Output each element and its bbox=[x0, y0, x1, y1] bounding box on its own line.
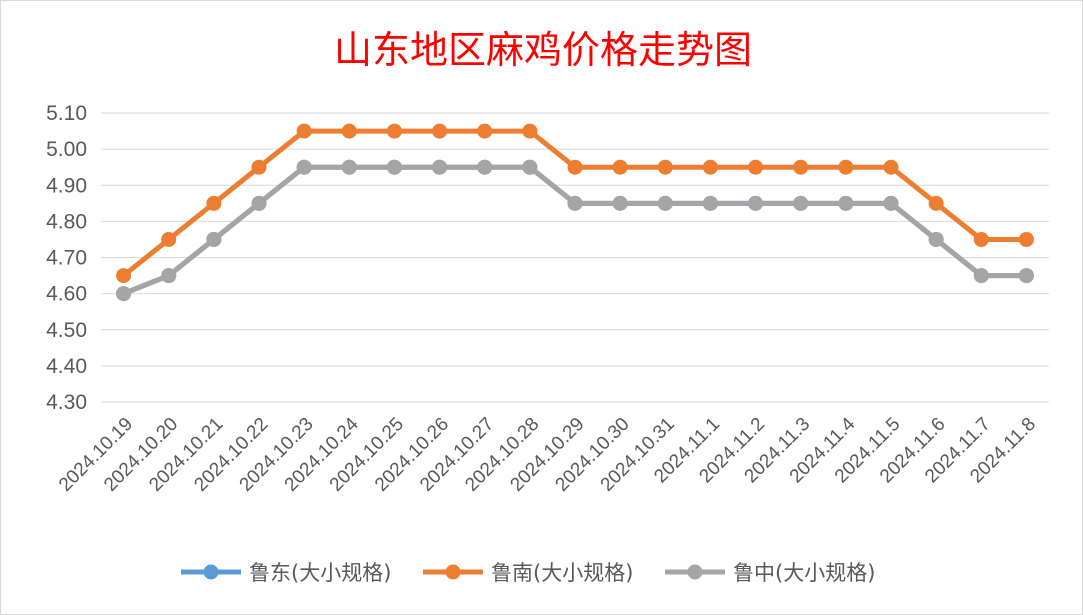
legend-swatch-marker bbox=[687, 564, 703, 580]
legend-item: 鲁东(大小规格) bbox=[181, 561, 391, 585]
data-point bbox=[973, 268, 989, 284]
data-point bbox=[702, 195, 718, 211]
data-point bbox=[477, 123, 493, 139]
data-point bbox=[341, 159, 357, 175]
legend-swatch-marker bbox=[203, 564, 219, 580]
legend-label: 鲁中(大小规格) bbox=[733, 561, 875, 585]
data-point bbox=[386, 123, 402, 139]
data-point bbox=[206, 231, 222, 247]
y-tick-label: 4.80 bbox=[46, 210, 87, 233]
data-point bbox=[702, 159, 718, 175]
data-point bbox=[973, 231, 989, 247]
data-point bbox=[838, 159, 854, 175]
y-tick-label: 4.90 bbox=[46, 174, 87, 197]
series-line bbox=[122, 164, 1027, 296]
data-point bbox=[748, 195, 764, 211]
y-tick-label: 4.60 bbox=[46, 283, 87, 306]
legend-label: 鲁南(大小规格) bbox=[491, 561, 633, 585]
data-point bbox=[883, 195, 899, 211]
data-point bbox=[522, 159, 538, 175]
y-tick-label: 5.10 bbox=[46, 102, 87, 125]
data-point bbox=[206, 195, 222, 211]
data-point bbox=[567, 195, 583, 211]
legend: 鲁东(大小规格) 鲁南(大小规格) 鲁中(大小规格) bbox=[181, 561, 875, 585]
y-tick-label: 4.50 bbox=[46, 319, 87, 342]
gridlines bbox=[101, 112, 1049, 403]
data-point bbox=[928, 195, 944, 211]
data-point bbox=[793, 159, 809, 175]
data-point bbox=[161, 268, 177, 284]
y-axis-ticks: 5.10 5.00 4.90 4.80 4.70 4.60 4.50 4.40 4.30 bbox=[46, 102, 87, 414]
y-tick-label: 5.00 bbox=[46, 138, 87, 161]
series-lines bbox=[116, 123, 1034, 302]
data-point bbox=[251, 195, 267, 211]
x-axis-ticks: 2024.10.192024.10.202024.10.212024.10.22… bbox=[55, 413, 1040, 495]
data-point bbox=[1018, 268, 1034, 284]
y-tick-label: 4.70 bbox=[46, 247, 87, 270]
legend-label: 鲁东(大小规格) bbox=[249, 561, 391, 585]
data-point bbox=[296, 159, 312, 175]
data-point bbox=[116, 268, 132, 284]
data-point bbox=[251, 159, 267, 175]
data-point bbox=[748, 159, 764, 175]
legend-swatch-marker bbox=[445, 564, 461, 580]
data-point bbox=[883, 159, 899, 175]
data-point bbox=[341, 123, 357, 139]
data-point bbox=[386, 159, 402, 175]
y-tick-label: 4.30 bbox=[46, 391, 87, 414]
data-point bbox=[838, 195, 854, 211]
series-2 bbox=[116, 123, 1034, 284]
data-point bbox=[432, 123, 448, 139]
data-point bbox=[793, 195, 809, 211]
data-point bbox=[657, 159, 673, 175]
chart-title: 山东地区麻鸡价格走势图 bbox=[334, 28, 752, 72]
data-point bbox=[432, 159, 448, 175]
data-point bbox=[657, 195, 673, 211]
legend-item: 鲁中(大小规格) bbox=[665, 561, 875, 585]
data-point bbox=[567, 159, 583, 175]
legend-item: 鲁南(大小规格) bbox=[423, 561, 633, 585]
data-point bbox=[161, 231, 177, 247]
series-3 bbox=[116, 159, 1034, 302]
data-point bbox=[612, 159, 628, 175]
series-1 bbox=[116, 159, 1034, 302]
data-point bbox=[296, 123, 312, 139]
y-tick-label: 4.40 bbox=[46, 355, 87, 378]
data-point bbox=[477, 159, 493, 175]
data-point bbox=[1018, 231, 1034, 247]
data-point bbox=[116, 286, 132, 302]
data-point bbox=[522, 123, 538, 139]
series-line bbox=[122, 164, 1027, 296]
data-point bbox=[612, 195, 628, 211]
data-point bbox=[928, 231, 944, 247]
